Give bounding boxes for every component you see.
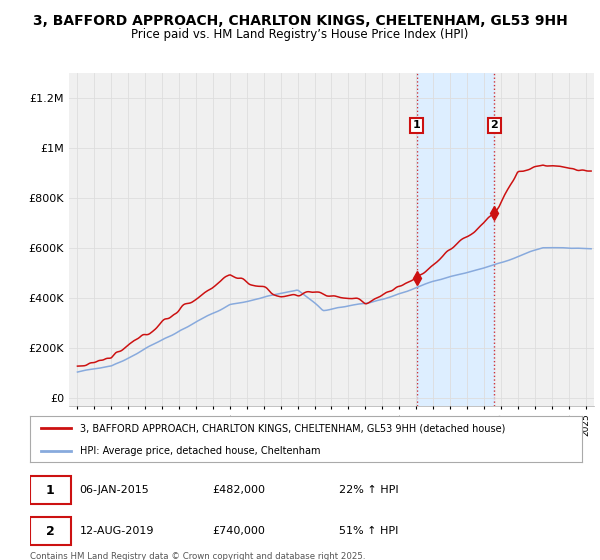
Text: 06-JAN-2015: 06-JAN-2015	[80, 486, 149, 495]
Text: £482,000: £482,000	[212, 486, 265, 495]
Text: 3, BAFFORD APPROACH, CHARLTON KINGS, CHELTENHAM, GL53 9HH: 3, BAFFORD APPROACH, CHARLTON KINGS, CHE…	[32, 14, 568, 28]
Text: 1: 1	[413, 120, 421, 130]
Bar	[416, 73, 494, 406]
Text: 2: 2	[491, 120, 498, 130]
Text: Contains HM Land Registry data © Crown copyright and database right 2025.: Contains HM Land Registry data © Crown c…	[30, 552, 365, 560]
Text: 3, BAFFORD APPROACH, CHARLTON KINGS, CHELTENHAM, GL53 9HH (detached house): 3, BAFFORD APPROACH, CHARLTON KINGS, CHE…	[80, 423, 505, 433]
Text: 22% ↑ HPI: 22% ↑ HPI	[339, 486, 399, 495]
Text: 51% ↑ HPI: 51% ↑ HPI	[339, 526, 398, 536]
FancyBboxPatch shape	[30, 476, 71, 505]
Text: 1: 1	[46, 484, 55, 497]
Text: 12-AUG-2019: 12-AUG-2019	[80, 526, 154, 536]
FancyBboxPatch shape	[30, 517, 71, 545]
Text: £740,000: £740,000	[212, 526, 265, 536]
Text: 2: 2	[46, 525, 55, 538]
Text: Price paid vs. HM Land Registry’s House Price Index (HPI): Price paid vs. HM Land Registry’s House …	[131, 28, 469, 41]
Text: HPI: Average price, detached house, Cheltenham: HPI: Average price, detached house, Chel…	[80, 446, 320, 455]
